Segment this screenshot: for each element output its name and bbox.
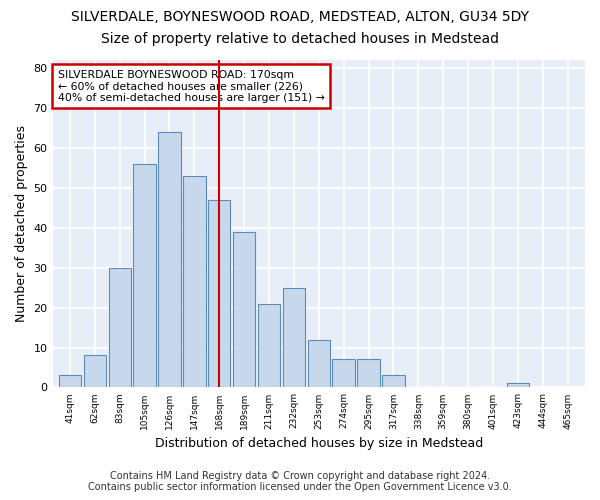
Bar xyxy=(83,356,106,388)
Bar xyxy=(358,360,380,388)
Bar xyxy=(332,360,355,388)
X-axis label: Distribution of detached houses by size in Medstead: Distribution of detached houses by size … xyxy=(155,437,483,450)
Bar xyxy=(109,268,131,388)
Y-axis label: Number of detached properties: Number of detached properties xyxy=(15,125,28,322)
Text: SILVERDALE, BOYNESWOOD ROAD, MEDSTEAD, ALTON, GU34 5DY: SILVERDALE, BOYNESWOOD ROAD, MEDSTEAD, A… xyxy=(71,10,529,24)
Bar xyxy=(382,376,404,388)
Bar xyxy=(59,376,81,388)
Text: Size of property relative to detached houses in Medstead: Size of property relative to detached ho… xyxy=(101,32,499,46)
Bar xyxy=(308,340,330,388)
Bar xyxy=(233,232,256,388)
Bar xyxy=(258,304,280,388)
Bar xyxy=(133,164,156,388)
Bar xyxy=(506,384,529,388)
Bar xyxy=(283,288,305,388)
Bar xyxy=(208,200,230,388)
Text: Contains HM Land Registry data © Crown copyright and database right 2024.
Contai: Contains HM Land Registry data © Crown c… xyxy=(88,471,512,492)
Text: SILVERDALE BOYNESWOOD ROAD: 170sqm
← 60% of detached houses are smaller (226)
40: SILVERDALE BOYNESWOOD ROAD: 170sqm ← 60%… xyxy=(58,70,325,103)
Bar xyxy=(158,132,181,388)
Bar xyxy=(183,176,206,388)
